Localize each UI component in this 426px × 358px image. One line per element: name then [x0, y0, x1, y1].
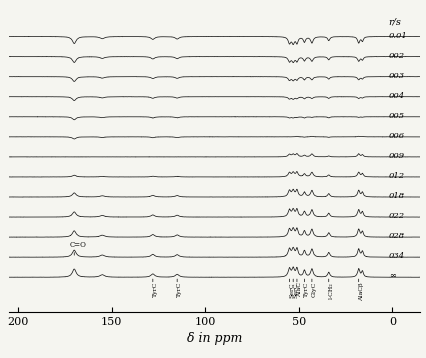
Text: ∞: ∞ — [389, 272, 396, 281]
Text: AlaC: AlaC — [297, 282, 302, 297]
Text: 004: 004 — [389, 92, 405, 100]
Text: SerC: SerC — [293, 282, 298, 298]
Text: TyrC: TyrC — [177, 282, 182, 297]
Text: 003: 003 — [389, 72, 405, 80]
Text: 028: 028 — [389, 232, 405, 240]
Text: l-CH₂: l-CH₂ — [329, 282, 334, 299]
Text: TyrC: TyrC — [305, 282, 309, 297]
Text: 012: 012 — [389, 172, 405, 180]
X-axis label: δ in ppm: δ in ppm — [187, 332, 242, 345]
Text: 005: 005 — [389, 112, 405, 120]
Text: 018: 018 — [389, 192, 405, 200]
Text: C=O: C=O — [69, 241, 86, 249]
Text: GlyC: GlyC — [312, 282, 317, 297]
Text: TyrC: TyrC — [153, 282, 158, 297]
Text: 006: 006 — [389, 132, 405, 140]
Text: 034: 034 — [389, 252, 405, 260]
Text: SerC: SerC — [289, 282, 294, 298]
Text: AlaCβ: AlaCβ — [359, 282, 364, 301]
Text: r/s: r/s — [389, 18, 402, 26]
Text: 0.01: 0.01 — [389, 32, 407, 40]
Text: 022: 022 — [389, 212, 405, 220]
Text: 002: 002 — [389, 52, 405, 60]
Text: 009: 009 — [389, 152, 405, 160]
